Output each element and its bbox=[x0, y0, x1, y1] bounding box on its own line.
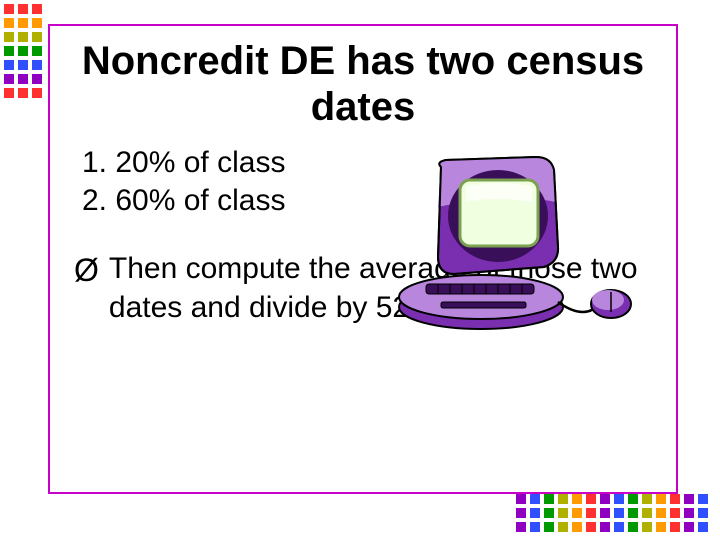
computer-clipart bbox=[386, 152, 636, 332]
arrow-bullet-icon: Ø bbox=[74, 251, 99, 289]
slide-title: Noncredit DE has two census dates bbox=[74, 38, 652, 130]
content-box: Noncredit DE has two census dates 1. 20%… bbox=[48, 24, 678, 494]
